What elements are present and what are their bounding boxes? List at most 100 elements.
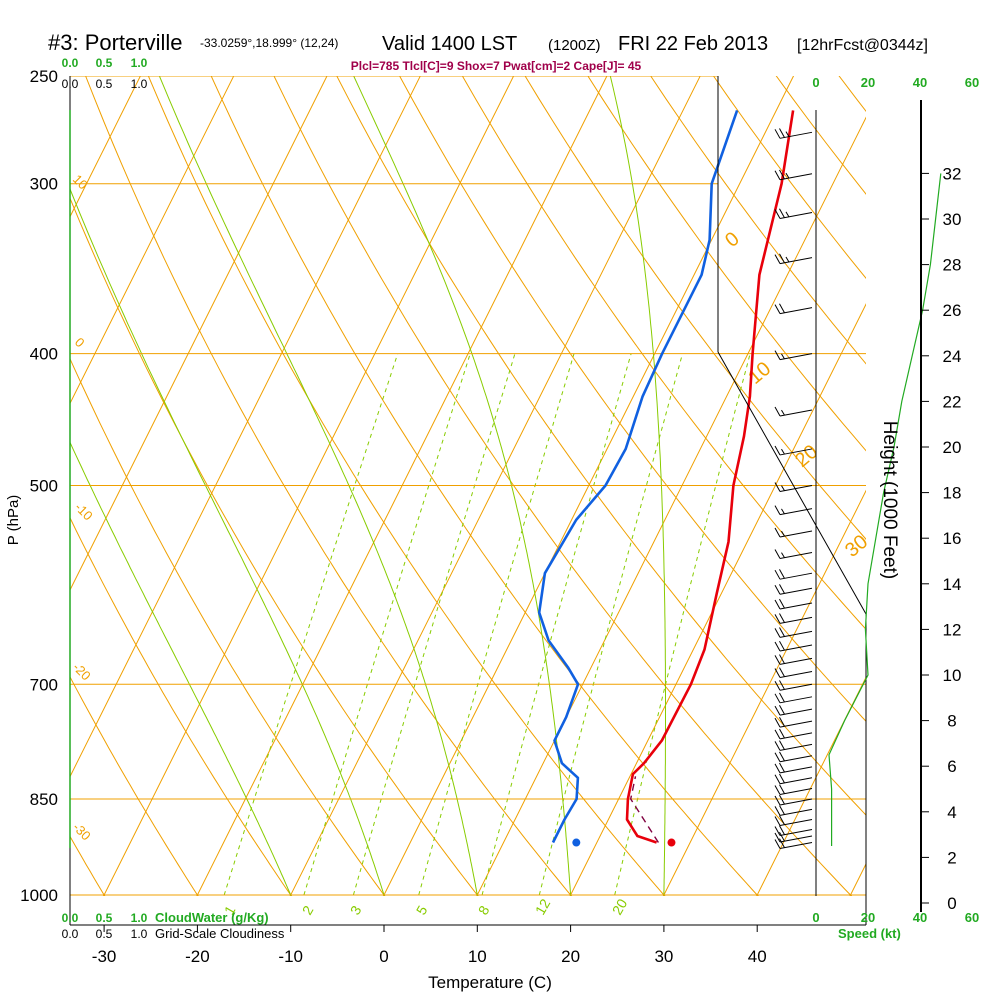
speed-tick-label-bottom: 60 [965, 910, 979, 925]
dry-adiabat-line [524, 76, 866, 540]
dry-adiabat-line [273, 76, 853, 896]
isotherm-line [756, 676, 866, 896]
isotherm-line [289, 76, 701, 896]
cloud-water-scale-top: 1.0 [131, 56, 148, 70]
height-tick-label: 22 [943, 392, 962, 411]
dry-adiabat-line [70, 675, 199, 896]
wind-speed-profile [828, 173, 942, 846]
forecast-info: [12hrFcst@0344z] [797, 37, 928, 54]
wind-barb [774, 169, 813, 181]
wind-barb [774, 128, 813, 139]
wind-barb [774, 838, 813, 850]
wind-barb [774, 667, 813, 678]
isotherm-label: 10 [744, 358, 775, 389]
moist-adiabat-line [609, 76, 666, 896]
cloud-water-scale-top: 0.5 [96, 56, 113, 70]
speed-tick-label-bottom: 40 [913, 910, 927, 925]
pressure-tick-label: 250 [30, 67, 58, 86]
mixing-ratio-label: 5 [413, 903, 431, 918]
wind-barb [774, 613, 813, 624]
wind-barb [774, 482, 813, 492]
x-tick-label: 20 [561, 947, 580, 966]
dewpoint-profile [537, 109, 739, 844]
mixing-ratio-line [614, 353, 751, 896]
pressure-tick-label: 700 [30, 675, 58, 694]
cloudiness-scale-bottom: 0.0 [62, 927, 79, 941]
isotherm-line [0, 0, 20, 924]
height-tick-label: 28 [943, 256, 962, 275]
dry-adiabat-label: 0 [72, 335, 88, 351]
dry-adiabat-line [650, 76, 866, 365]
mixing-ratio-line [481, 353, 632, 896]
height-tick-label: 18 [943, 484, 962, 503]
isotherm-line [70, 76, 141, 218]
wind-barb [774, 445, 813, 456]
x-tick-label: -10 [278, 947, 303, 966]
dry-adiabat-line [210, 76, 759, 896]
isotherm-line [382, 76, 795, 896]
pressure-tick-label: 400 [30, 345, 58, 364]
cloudiness-scale-top: 0.5 [96, 77, 113, 91]
cloudiness-scale-top: 1.0 [131, 77, 148, 91]
wind-barb [774, 740, 813, 751]
wind-barb [774, 805, 813, 816]
cloud-water-title: CloudWater (g/Kg) [155, 910, 269, 925]
wind-barb [774, 253, 813, 265]
wind-barb [774, 762, 813, 774]
wind-barb [774, 505, 813, 516]
x-tick-label: 10 [468, 947, 487, 966]
speed-tick-label-top: 40 [913, 75, 927, 90]
parcel-path [629, 776, 659, 843]
wind-barb [774, 717, 813, 728]
station-title: #3: Porterville [48, 30, 183, 55]
dry-adiabat-line [70, 357, 386, 896]
plot-grid [0, 0, 1000, 924]
chart-axes: -30 -20 -10 0 10 20 30 401000850700500400300250… [20, 56, 867, 966]
height-tick-label: 12 [943, 620, 962, 639]
station-coords: -33.0259°,18.999° (12,24) [200, 36, 338, 50]
mixing-ratio-line [418, 353, 575, 896]
isotherm-line [0, 0, 113, 924]
isotherm-line [476, 116, 866, 896]
valid-time: Valid 1400 LST [382, 33, 517, 55]
isotherm-label: 30 [841, 531, 872, 562]
cloudiness-scale-bottom: 0.5 [96, 927, 113, 941]
speed-tick-label-top: 0 [812, 75, 819, 90]
pressure-tick-label: 1000 [20, 886, 58, 905]
dry-adiabat-line [85, 76, 573, 896]
wind-barb [774, 549, 813, 559]
height-tick-label: 4 [947, 803, 956, 822]
dry-adiabat-line [838, 76, 866, 113]
cloud-water-scale-top: 0.0 [62, 56, 79, 70]
surface-dewpoint-marker [572, 838, 581, 847]
height-tick-label: 0 [947, 894, 956, 913]
cloud-water-scale-bottom: 0.5 [96, 911, 113, 925]
speed-tick-label-bottom: 0 [812, 910, 819, 925]
cloudiness-title: Grid-Scale Cloudiness [155, 926, 285, 941]
wind-barb [774, 569, 813, 580]
isotherm-line [929, 0, 1000, 924]
mixing-ratio-label: 3 [347, 903, 365, 918]
speed-tick-label-top: 20 [861, 75, 875, 90]
pressure-tick-label: 850 [30, 790, 58, 809]
speed-tick-label-top: 60 [965, 75, 979, 90]
dry-adiabat-line [70, 516, 293, 896]
x-tick-label: -30 [92, 947, 117, 966]
dry-adiabat-line [336, 76, 866, 816]
dry-adiabat-label: 10 [70, 172, 91, 193]
dry-adiabat-label: -30 [70, 820, 94, 844]
wind-barb [774, 680, 813, 691]
wind-barb [774, 598, 813, 610]
isotherm-label: 0 [721, 228, 744, 252]
wind-barb [774, 303, 813, 315]
forecast-date: FRI 22 Feb 2013 [618, 33, 768, 55]
wind-barbs [774, 128, 813, 850]
height-tick-label: 10 [943, 666, 962, 685]
height-tick-label: 16 [943, 529, 962, 548]
x-axis-title: Temperature (C) [428, 973, 552, 992]
dry-adiabat-line [587, 76, 866, 452]
wind-barb [774, 784, 813, 795]
